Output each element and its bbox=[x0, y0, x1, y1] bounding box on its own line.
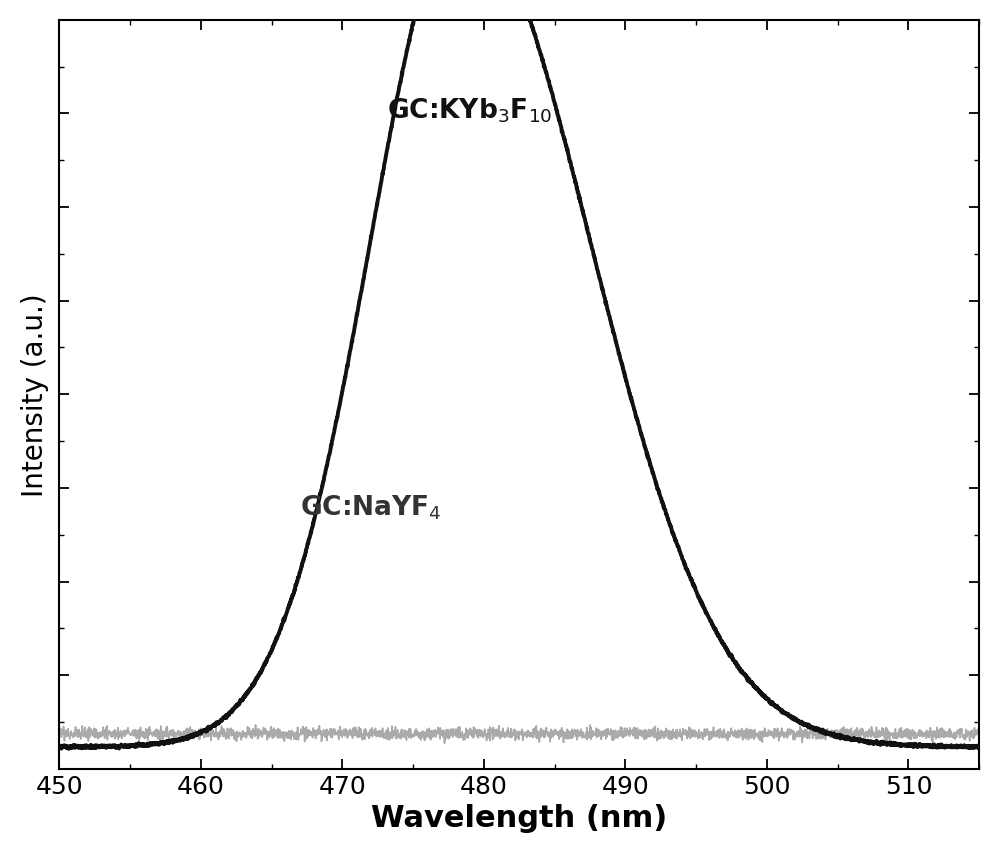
Text: GC:KYb$_3$F$_{10}$: GC:KYb$_3$F$_{10}$ bbox=[387, 96, 552, 125]
Y-axis label: Intensity (a.u.): Intensity (a.u.) bbox=[21, 293, 49, 496]
Text: GC:NaYF$_4$: GC:NaYF$_4$ bbox=[300, 493, 441, 521]
X-axis label: Wavelength (nm): Wavelength (nm) bbox=[371, 804, 667, 833]
